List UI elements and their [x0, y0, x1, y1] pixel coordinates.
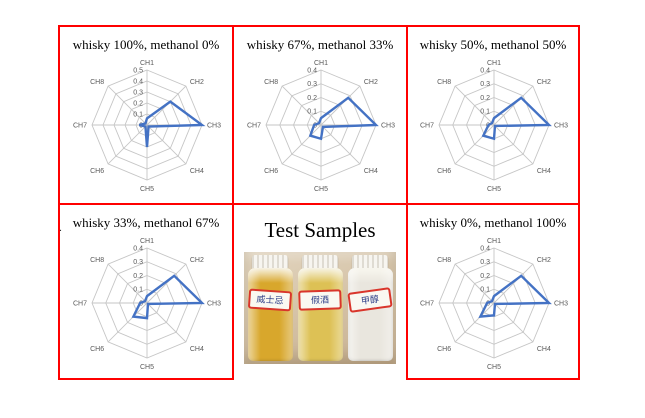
- svg-text:CH8: CH8: [437, 79, 451, 86]
- svg-text:0.4: 0.4: [133, 78, 143, 85]
- svg-text:CH2: CH2: [190, 257, 204, 264]
- svg-text:CH4: CH4: [537, 168, 551, 175]
- svg-text:CH6: CH6: [264, 168, 278, 175]
- svg-text:CH4: CH4: [537, 346, 551, 353]
- svg-text:0.2: 0.2: [480, 273, 490, 280]
- svg-text:0.4: 0.4: [480, 67, 490, 74]
- svg-text:0.3: 0.3: [480, 81, 490, 88]
- svg-text:0.4: 0.4: [133, 245, 143, 252]
- svg-text:0.3: 0.3: [480, 259, 490, 266]
- test-samples-title: Test Samples: [264, 218, 376, 242]
- panel-title: whisky 33%, methanol 67%: [72, 215, 220, 230]
- svg-text:CH1: CH1: [314, 60, 328, 67]
- svg-text:CH3: CH3: [554, 301, 568, 308]
- bottle-liquid: [297, 268, 343, 361]
- bottle-cap: [352, 255, 388, 270]
- svg-text:CH3: CH3: [554, 123, 568, 130]
- svg-text:CH2: CH2: [537, 257, 551, 264]
- svg-text:CH6: CH6: [90, 346, 104, 353]
- svg-text:0.1: 0.1: [133, 287, 143, 294]
- sample-bottle: 威士忌: [247, 255, 294, 362]
- svg-text:0.2: 0.2: [307, 95, 317, 102]
- samples-photo: 威士忌 假酒 甲醇: [244, 252, 396, 364]
- svg-text:CH4: CH4: [364, 168, 378, 175]
- svg-text:CH7: CH7: [247, 123, 261, 130]
- svg-text:CH1: CH1: [487, 60, 501, 67]
- svg-text:0.3: 0.3: [133, 259, 143, 266]
- svg-text:0.1: 0.1: [307, 109, 317, 116]
- svg-text:CH2: CH2: [190, 79, 204, 86]
- svg-text:CH6: CH6: [437, 168, 451, 175]
- svg-text:CH1: CH1: [140, 60, 154, 67]
- svg-text:CH8: CH8: [90, 79, 104, 86]
- svg-text:CH8: CH8: [90, 257, 104, 264]
- panel-title: whisky 100%, methanol 0%: [72, 37, 220, 52]
- svg-text:CH4: CH4: [190, 168, 204, 175]
- svg-text:CH5: CH5: [487, 364, 501, 371]
- svg-text:0.4: 0.4: [480, 245, 490, 252]
- svg-text:CH3: CH3: [207, 301, 221, 308]
- svg-text:CH2: CH2: [537, 79, 551, 86]
- svg-text:CH5: CH5: [140, 186, 154, 193]
- sample-bottle: 甲醇: [347, 255, 394, 362]
- svg-text:0.3: 0.3: [307, 81, 317, 88]
- panel-title: whisky 50%, methanol 50%: [419, 37, 567, 52]
- svg-text:CH6: CH6: [90, 168, 104, 175]
- panel-whisky33-methanol67: whisky 33%, methanol 67% CH1 CH2 CH3 CH4 CH5…: [58, 203, 232, 380]
- svg-text:CH7: CH7: [420, 301, 434, 308]
- bottle-label: 假酒: [298, 289, 342, 312]
- sample-bottle: 假酒: [297, 255, 344, 362]
- panel-whisky50-methanol50: whisky 50%, methanol 50% CH1 CH2 CH3 CH4 CH5…: [406, 25, 580, 203]
- svg-text:0.2: 0.2: [133, 273, 143, 280]
- svg-text:0.1: 0.1: [480, 109, 490, 116]
- panel-whisky67-methanol33: whisky 67%, methanol 33% CH1 CH2 CH3 CH4 CH5…: [232, 25, 406, 203]
- svg-text:CH5: CH5: [487, 186, 501, 193]
- panel-title: whisky 67%, methanol 33%: [246, 37, 394, 52]
- svg-text:CH5: CH5: [140, 364, 154, 371]
- bottle-liquid: [247, 268, 293, 361]
- results-figure: whisky 100%, methanol 0% CH1 CH2 CH3 CH4 CH5…: [58, 25, 580, 380]
- svg-text:0.4: 0.4: [307, 67, 317, 74]
- svg-text:0.1: 0.1: [480, 287, 490, 294]
- svg-text:0.2: 0.2: [133, 100, 143, 107]
- svg-text:0.1: 0.1: [133, 111, 143, 118]
- bottle-cap: [302, 255, 338, 270]
- panel-test-samples: Test Samples 威士忌 假酒 甲醇: [232, 203, 406, 380]
- panel-whisky0-methanol100: whisky 0%, methanol 100% CH1 CH2 CH3 CH4 CH5…: [406, 203, 580, 380]
- svg-text:0.5: 0.5: [133, 67, 143, 74]
- stray-mark: .: [59, 222, 63, 234]
- svg-text:CH7: CH7: [73, 123, 87, 130]
- svg-text:CH7: CH7: [420, 123, 434, 130]
- svg-text:0.3: 0.3: [133, 89, 143, 96]
- svg-text:CH2: CH2: [364, 79, 378, 86]
- panel-title: whisky 0%, methanol 100%: [419, 215, 567, 230]
- svg-text:CH4: CH4: [190, 346, 204, 353]
- svg-text:CH8: CH8: [437, 257, 451, 264]
- bottle-liquid: [347, 268, 393, 361]
- bottle-cap: [252, 255, 288, 270]
- svg-text:CH3: CH3: [207, 123, 221, 130]
- svg-text:CH5: CH5: [314, 186, 328, 193]
- svg-text:CH6: CH6: [437, 346, 451, 353]
- svg-text:CH3: CH3: [381, 123, 395, 130]
- bottle-label: 威士忌: [247, 288, 293, 312]
- svg-text:CH1: CH1: [487, 238, 501, 245]
- svg-text:0.2: 0.2: [480, 95, 490, 102]
- svg-text:CH1: CH1: [140, 238, 154, 245]
- svg-text:CH8: CH8: [264, 79, 278, 86]
- svg-text:CH7: CH7: [73, 301, 87, 308]
- panel-whisky100-methanol0: whisky 100%, methanol 0% CH1 CH2 CH3 CH4 CH5…: [58, 25, 232, 203]
